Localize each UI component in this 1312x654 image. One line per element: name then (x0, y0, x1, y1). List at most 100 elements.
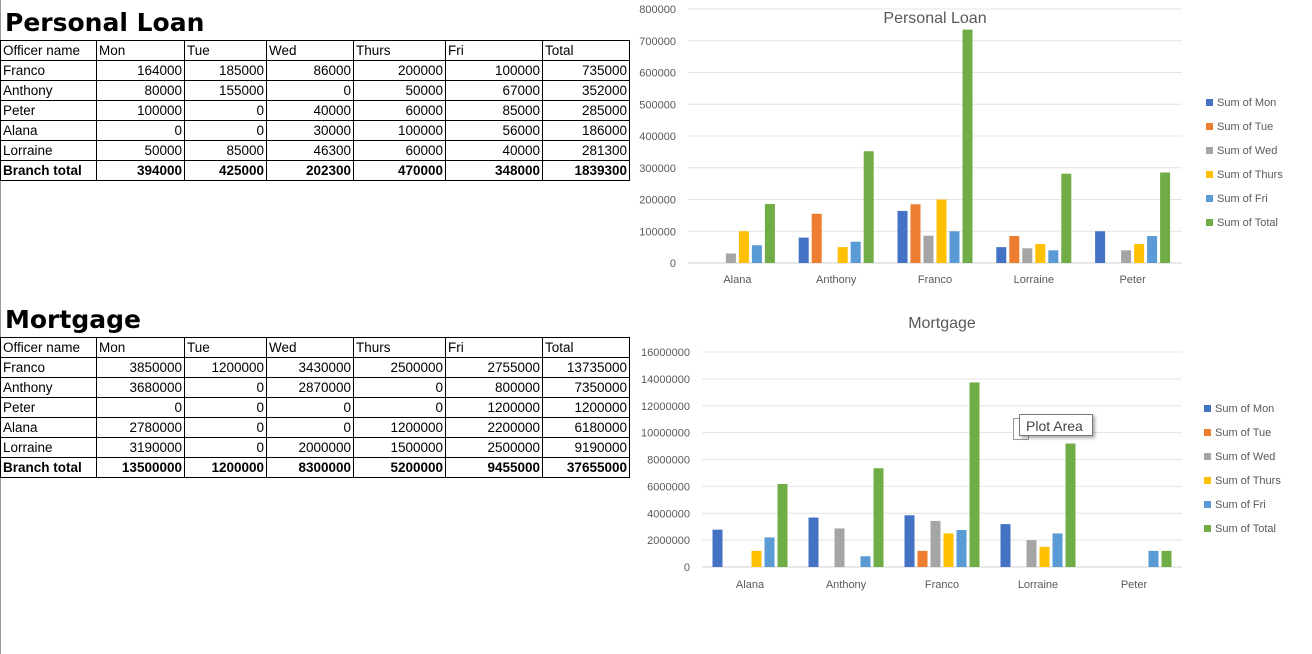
value-cell[interactable]: 1839300 (542, 160, 630, 181)
value-cell[interactable]: 13735000 (542, 357, 630, 378)
value-cell[interactable]: 202300 (266, 160, 354, 181)
value-cell[interactable]: 86000 (266, 60, 354, 81)
value-cell[interactable]: 100000 (96, 100, 185, 121)
value-cell[interactable]: 6180000 (542, 417, 630, 438)
value-cell[interactable]: 5200000 (353, 457, 446, 478)
value-cell[interactable]: 30000 (266, 120, 354, 141)
value-cell[interactable]: 281300 (542, 140, 630, 161)
value-cell[interactable]: 1200000 (445, 397, 543, 418)
value-cell[interactable]: 2200000 (445, 417, 543, 438)
row-label-cell[interactable]: Peter (0, 397, 97, 418)
value-cell[interactable]: 164000 (96, 60, 185, 81)
value-cell[interactable]: 67000 (445, 80, 543, 101)
value-cell[interactable]: Total (542, 337, 630, 358)
value-cell[interactable]: 3850000 (96, 357, 185, 378)
row-label-cell[interactable]: Officer name (0, 337, 97, 358)
value-cell[interactable]: 1500000 (353, 437, 446, 458)
value-cell[interactable]: Mon (96, 40, 185, 61)
row-label-cell[interactable]: Lorraine (0, 437, 97, 458)
value-cell[interactable]: 13500000 (96, 457, 185, 478)
value-cell[interactable]: 9455000 (445, 457, 543, 478)
value-cell[interactable]: Wed (266, 40, 354, 61)
value-cell[interactable]: 2755000 (445, 357, 543, 378)
value-cell[interactable]: 2000000 (266, 437, 354, 458)
value-cell[interactable]: 0 (353, 377, 446, 398)
value-cell[interactable]: 1200000 (542, 397, 630, 418)
value-cell[interactable]: 100000 (445, 60, 543, 81)
value-cell[interactable]: 0 (266, 80, 354, 101)
value-cell[interactable]: 3190000 (96, 437, 185, 458)
value-cell[interactable]: 60000 (353, 100, 446, 121)
value-cell[interactable]: 100000 (353, 120, 446, 141)
value-cell[interactable]: 185000 (184, 60, 267, 81)
row-label-cell[interactable]: Franco (0, 60, 97, 81)
value-cell[interactable]: 37655000 (542, 457, 630, 478)
row-label-cell[interactable]: Alana (0, 120, 97, 141)
value-cell[interactable]: 2870000 (266, 377, 354, 398)
value-cell[interactable]: 1200000 (184, 357, 267, 378)
value-cell[interactable]: 40000 (445, 140, 543, 161)
value-cell[interactable]: 3680000 (96, 377, 185, 398)
value-cell[interactable]: 0 (184, 397, 267, 418)
value-cell[interactable]: Wed (266, 337, 354, 358)
row-label-cell[interactable]: Anthony (0, 80, 97, 101)
row-label-cell[interactable]: Officer name (0, 40, 97, 61)
row-label-cell[interactable]: Branch total (0, 457, 97, 478)
value-cell[interactable]: 352000 (542, 80, 630, 101)
value-cell[interactable]: 0 (184, 437, 267, 458)
row-label-cell[interactable]: Peter (0, 100, 97, 121)
value-cell[interactable]: 2500000 (445, 437, 543, 458)
value-cell[interactable]: 8300000 (266, 457, 354, 478)
value-cell[interactable]: 56000 (445, 120, 543, 141)
value-cell[interactable]: Total (542, 40, 630, 61)
value-cell[interactable]: Tue (184, 337, 267, 358)
value-cell[interactable]: 9190000 (542, 437, 630, 458)
value-cell[interactable]: 60000 (353, 140, 446, 161)
value-cell[interactable]: 285000 (542, 100, 630, 121)
value-cell[interactable]: 0 (184, 377, 267, 398)
row-label-cell[interactable]: Branch total (0, 160, 97, 181)
value-cell[interactable]: 46300 (266, 140, 354, 161)
row-label-cell[interactable]: Lorraine (0, 140, 97, 161)
value-cell[interactable]: 0 (96, 120, 185, 141)
personal-loan-chart[interactable]: 0 100000 200000 300000 400000 500000 600000 700… (630, 0, 1310, 300)
value-cell[interactable]: 50000 (96, 140, 185, 161)
value-cell[interactable]: 200000 (353, 60, 446, 81)
value-cell[interactable]: 425000 (184, 160, 267, 181)
value-cell[interactable]: 85000 (184, 140, 267, 161)
value-cell[interactable]: 7350000 (542, 377, 630, 398)
value-cell[interactable]: 2500000 (353, 357, 446, 378)
value-cell[interactable]: 0 (266, 417, 354, 438)
value-cell[interactable]: Thurs (353, 337, 446, 358)
value-cell[interactable]: 186000 (542, 120, 630, 141)
value-cell[interactable]: Thurs (353, 40, 446, 61)
personal-loan-table[interactable]: Officer name Mon Tue Wed Thurs Fri Total Franco… (0, 40, 630, 181)
row-label-cell[interactable]: Alana (0, 417, 97, 438)
mortgage-table[interactable]: Officer name Mon Tue Wed Thurs Fri Total Franco… (0, 337, 630, 478)
value-cell[interactable]: 0 (184, 417, 267, 438)
value-cell[interactable]: 348000 (445, 160, 543, 181)
value-cell[interactable]: 50000 (353, 80, 446, 101)
value-cell[interactable]: 735000 (542, 60, 630, 81)
value-cell[interactable]: 0 (266, 397, 354, 418)
value-cell[interactable]: 1200000 (353, 417, 446, 438)
value-cell[interactable]: 0 (184, 100, 267, 121)
value-cell[interactable]: 470000 (353, 160, 446, 181)
value-cell[interactable]: Fri (445, 337, 543, 358)
row-label-cell[interactable]: Anthony (0, 377, 97, 398)
value-cell[interactable]: 800000 (445, 377, 543, 398)
value-cell[interactable]: 85000 (445, 100, 543, 121)
value-cell[interactable]: Fri (445, 40, 543, 61)
value-cell[interactable]: 80000 (96, 80, 185, 101)
value-cell[interactable]: 2780000 (96, 417, 185, 438)
row-label-cell[interactable]: Franco (0, 357, 97, 378)
value-cell[interactable]: 1200000 (184, 457, 267, 478)
value-cell[interactable]: 3430000 (266, 357, 354, 378)
value-cell[interactable]: Mon (96, 337, 185, 358)
value-cell[interactable]: 0 (184, 120, 267, 141)
value-cell[interactable]: Tue (184, 40, 267, 61)
value-cell[interactable]: 394000 (96, 160, 185, 181)
value-cell[interactable]: 155000 (184, 80, 267, 101)
value-cell[interactable]: 40000 (266, 100, 354, 121)
mortgage-chart[interactable]: 0 2000000 4000000 6000000 8000000 10000000 120… (630, 305, 1310, 605)
